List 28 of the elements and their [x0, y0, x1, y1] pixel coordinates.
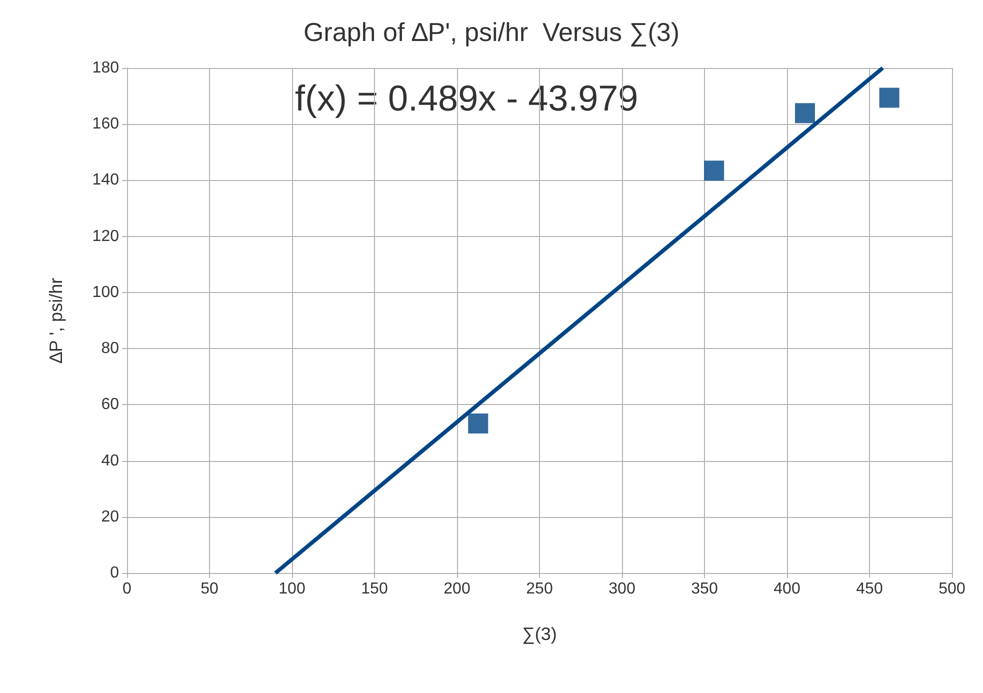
y-tick-label: 180	[92, 60, 120, 76]
y-tick-label: 60	[101, 396, 120, 414]
x-tick-label: 250	[526, 580, 553, 598]
x-tick-label: 300	[608, 580, 636, 598]
x-tick-label: 100	[278, 580, 306, 598]
point	[879, 88, 900, 108]
point	[704, 160, 724, 181]
x-tick-label: 400	[774, 580, 800, 598]
x-tick-label: 150	[361, 580, 388, 598]
y-tick-label: 160	[92, 116, 120, 133]
point	[794, 103, 815, 124]
x-axis-title: ∑(3)	[522, 624, 557, 644]
point	[468, 413, 488, 434]
y-tick-label: 80	[101, 340, 120, 358]
y-tick-label: 100	[92, 284, 120, 301]
x-tick-label: 0	[122, 580, 132, 598]
x-tick-label: 450	[856, 580, 883, 598]
chart-title: Graph of ∆P', psi/hr Versus ∑(3)	[303, 17, 680, 47]
x-tick-label: 200	[444, 580, 470, 598]
x-tick-label: 50	[200, 580, 218, 598]
y-tick-label: 20	[101, 508, 120, 526]
y-tick-label: 120	[92, 228, 120, 245]
y-tick-label: 140	[92, 172, 120, 189]
y-tick-label: 40	[101, 452, 120, 470]
y-tick-label: 0	[110, 564, 120, 582]
x-tick-label: 350	[691, 580, 718, 598]
y-axis-title: ∆P ', psi/hr	[46, 278, 66, 364]
x-tick-label: 500	[938, 580, 966, 598]
